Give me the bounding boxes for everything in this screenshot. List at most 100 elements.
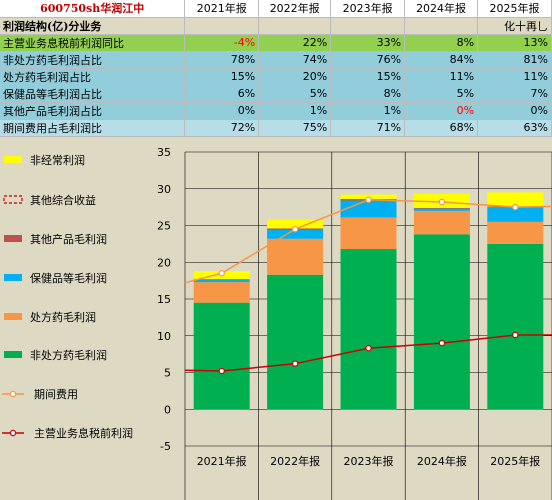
bar-segment [413,210,470,235]
line-marker [218,367,225,375]
year-header: 2021年报 [184,0,260,18]
bar-segment [340,217,397,250]
legend-label: 主营业务息税前利润 [34,426,133,440]
row-value: 76% [330,51,406,69]
legend-label: 期间费用 [34,388,78,401]
x-tick-label: 2023年报 [344,454,394,468]
row-label: 保健品等毛利润占比 [0,85,186,103]
line-marker [365,345,372,352]
bar-segment [487,207,544,222]
line-marker [291,360,299,367]
bar-segment [487,243,544,410]
row-value: 8% [330,85,406,103]
year-header: 2022年报 [258,0,332,18]
bar-segment [340,249,397,410]
legend-swatch [4,235,22,242]
row-value: 5% [404,85,479,103]
bar-segment [267,274,324,410]
section-note: 化十再乚 [477,17,552,35]
y-tick-label: 35 [157,146,171,159]
row-label: 处方药毛利润占比 [0,68,186,86]
line-marker [218,270,225,277]
bar-segment [193,282,250,303]
row-value: 8% [404,34,479,52]
row-value: 0% [184,102,260,120]
legend-label: 保健品等毛利润 [30,271,107,285]
bar-segment [193,279,250,283]
row-value: 84% [404,51,479,69]
x-tick-label: 2025年报 [490,454,540,468]
row-value: 11% [404,68,479,86]
row-value: 72% [184,119,260,137]
year-header: 2024年报 [404,0,479,18]
row-value: 74% [258,51,332,69]
y-tick-label: 25 [157,220,171,233]
x-tick-label: 2022年报 [270,454,320,468]
legend-label: 非经常利润 [30,153,85,167]
row-value: 78% [184,51,260,69]
table-header-row: 600750sh华润江中 2021年报 2022年报 2023年报 2024年报… [0,0,552,18]
ticker-title: 600750sh华润江中 [0,0,186,18]
table-row: 保健品等毛利润占比 6% 5% 8% 5% 7% [0,85,552,103]
row-value: 68% [404,119,479,137]
row-value: 13% [477,34,552,52]
bar-segment [340,200,397,218]
row-value: -4% [184,34,260,52]
line-marker [512,203,519,211]
table-row: 其他产品毛利润占比 0% 1% 1% 0% 0% [0,102,552,120]
x-tick-label: 2021年报 [197,454,247,468]
line-marker [438,339,446,347]
row-value: 5% [258,85,332,103]
profit-table: 600750sh华润江中 2021年报 2022年报 2023年报 2024年报… [0,0,552,137]
row-value: 33% [330,34,406,52]
legend-label: 非处方药毛利润 [30,348,107,362]
legend-swatch [3,195,23,204]
row-value: 22% [258,34,332,52]
row-value: 7% [477,85,552,103]
row-value: 0% [404,102,479,120]
y-tick-label: 10 [157,330,171,343]
row-value: 1% [258,102,332,120]
table-body: 主营业务息税前利润同比 -4% 22% 33% 8% 13% 非处方药毛利润占比 78% 74%… [0,34,552,137]
y-tick-label: 20 [157,256,171,269]
y-tick-label: 0 [164,403,171,416]
legend-marker [9,429,17,437]
bar-segment [487,192,544,207]
section-title: 利润结构(亿)分业务 [0,17,186,35]
row-label: 期间费用占毛利润比 [0,119,186,137]
bar-segment [413,207,470,209]
row-label: 主营业务息税前利润同比 [0,34,186,52]
table-row: 非处方药毛利润占比 78% 74% 76% 84% 81% [0,51,552,69]
year-header: 2025年报 [477,0,552,18]
row-value: 75% [258,119,332,137]
row-value: 71% [330,119,406,137]
bar-segment [193,302,250,410]
table-row: 处方药毛利润占比 15% 20% 15% 11% 11% [0,68,552,86]
row-value: 1% [330,102,406,120]
bar-segment [487,221,544,244]
line-marker [365,196,372,203]
legend-swatch [4,313,22,320]
row-value: 0% [477,102,552,120]
y-tick-label: 15 [157,293,171,306]
row-value: 15% [184,68,260,86]
bar-segment [413,208,470,211]
y-tick-label: 30 [157,183,171,196]
row-value: 11% [477,68,552,86]
bar-segment [413,234,470,410]
year-header: 2023年报 [330,0,406,18]
legend-swatch [4,274,22,281]
legend-marker [9,390,17,398]
legend-label: 其他产品毛利润 [30,232,107,246]
table-row: 期间费用占毛利润比 72% 75% 71% 68% 63% [0,119,552,137]
bar-segment [267,219,324,229]
bar-segment [267,238,324,275]
line-marker [512,331,519,339]
row-value: 15% [330,68,406,86]
row-value: 63% [477,119,552,137]
y-tick-label: -5 [160,440,171,453]
bar-segment [193,279,250,280]
row-value: 81% [477,51,552,69]
